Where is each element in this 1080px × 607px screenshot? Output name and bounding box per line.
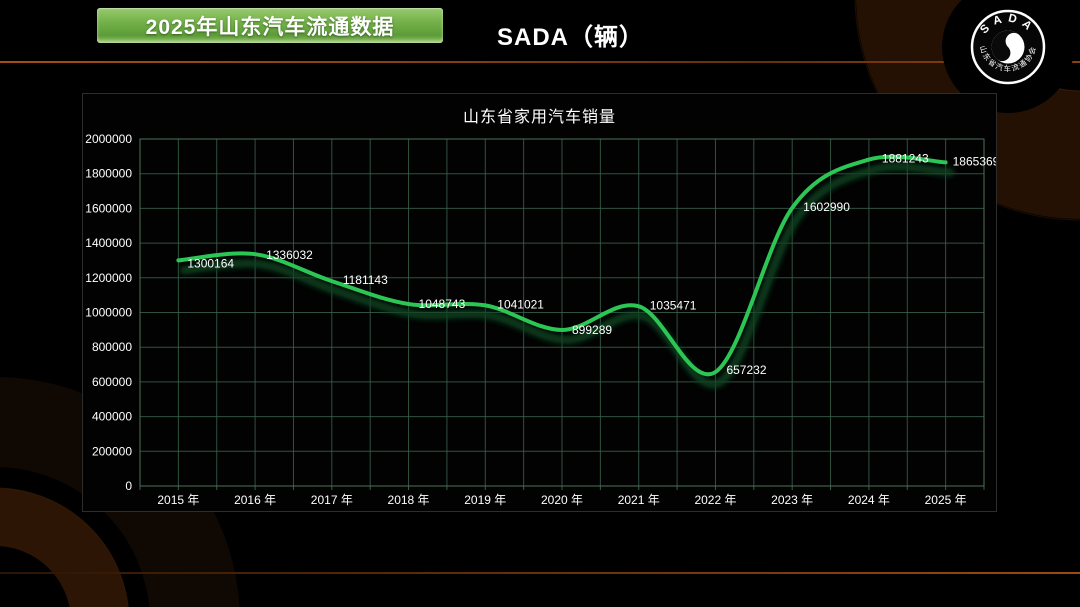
svg-text:657232: 657232 [726,363,766,377]
svg-text:1181143: 1181143 [343,273,388,287]
svg-text:1336032: 1336032 [266,248,313,262]
svg-text:2021 年: 2021 年 [618,493,660,507]
svg-text:1602990: 1602990 [803,200,850,214]
accent-line-top [0,61,1080,63]
svg-text:1035471: 1035471 [650,298,697,312]
svg-text:2017 年: 2017 年 [311,493,353,507]
svg-text:0: 0 [125,479,132,493]
svg-text:1400000: 1400000 [85,236,132,250]
svg-text:1000000: 1000000 [85,306,132,320]
svg-text:1800000: 1800000 [85,167,132,181]
svg-text:2015 年: 2015 年 [157,493,199,507]
page-title: SADA（辆） [497,24,645,51]
chart-gridlines [139,138,985,490]
svg-text:2020 年: 2020 年 [541,493,583,507]
chart-title: 山东省家用汽车销量 [462,109,616,126]
svg-text:899289: 899289 [572,323,612,337]
svg-text:2016 年: 2016 年 [234,493,276,507]
banner-title: 2025年山东汽车流通数据 [145,15,395,39]
chart-data-labels: 1300164 1336032 1181143 1048743 1041021 89928… [187,152,996,377]
svg-text:200000: 200000 [92,444,132,458]
svg-text:2023 年: 2023 年 [771,493,813,507]
svg-text:600000: 600000 [92,375,132,389]
svg-text:1300164: 1300164 [187,256,234,270]
svg-text:400000: 400000 [92,410,132,424]
svg-text:1881243: 1881243 [882,152,929,166]
svg-text:1865369: 1865369 [953,154,996,168]
sada-logo: SADA 山东省汽车流通协会 [942,0,1074,113]
svg-text:2024 年: 2024 年 [848,493,890,507]
banner: 2025年山东汽车流通数据 [97,8,443,43]
svg-text:1200000: 1200000 [85,271,132,285]
svg-text:1600000: 1600000 [85,201,132,215]
svg-text:2000000: 2000000 [85,132,132,146]
chart-panel: 山东省家用汽车销量 2000000 1800000 1600000 1400000 12… [82,93,997,512]
logo-emblem-icon [991,30,1025,64]
svg-text:1048743: 1048743 [419,297,466,311]
chart-series-line [176,154,955,388]
chart-axes: 2000000180000016000001400000120000010000… [85,132,966,507]
svg-text:2022 年: 2022 年 [694,493,736,507]
svg-text:1041021: 1041021 [497,297,544,311]
sales-line-chart: 2000000180000016000001400000120000010000… [85,132,996,507]
svg-text:2025 年: 2025 年 [925,493,967,507]
svg-text:800000: 800000 [92,340,132,354]
svg-text:2018 年: 2018 年 [388,493,430,507]
accent-line-bottom [0,572,1080,574]
svg-text:2019 年: 2019 年 [464,493,506,507]
